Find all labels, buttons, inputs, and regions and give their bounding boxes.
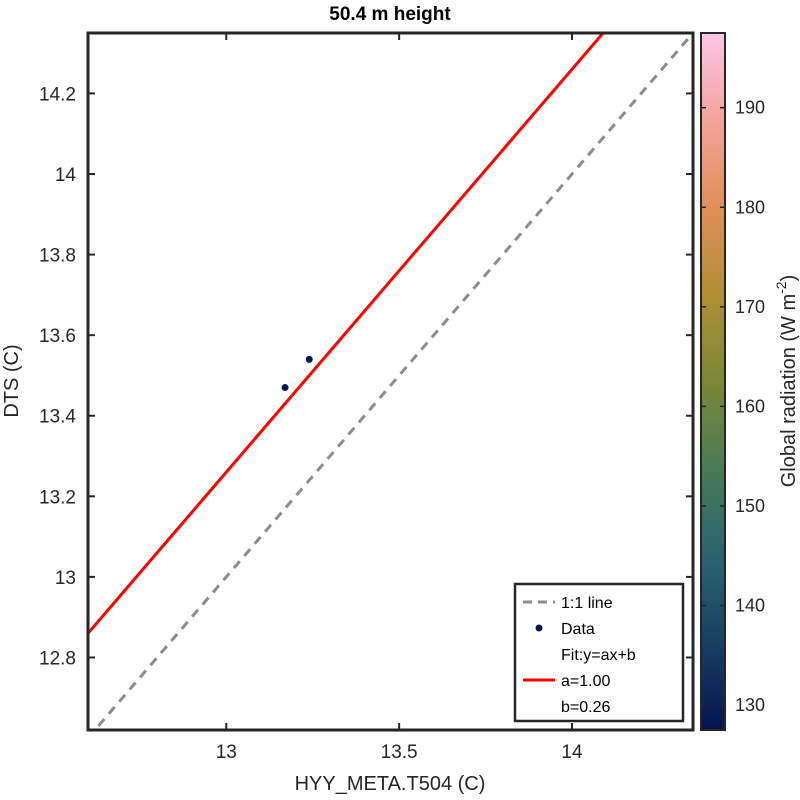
colorbar-tick-label-1: 140 — [735, 596, 765, 616]
data-point-1 — [305, 355, 313, 363]
x-tick-label-2: 14 — [561, 742, 583, 763]
y-tick-label-5: 13.8 — [39, 246, 76, 267]
colorbar-tick-label-6: 190 — [735, 98, 765, 118]
data-points — [281, 355, 313, 392]
y-axis-label: DTS (C) — [1, 344, 23, 417]
colorbar-tick-label-2: 150 — [735, 496, 765, 516]
colorbar-tick-label-4: 170 — [735, 297, 765, 317]
y-tick-label-3: 13.4 — [39, 407, 76, 428]
colorbar-tick-label-5: 180 — [735, 197, 765, 217]
legend: 1:1 line Data Fit:y=ax+b a=1.00 b=0.26 — [513, 582, 685, 723]
one-to-one-line — [92, 33, 693, 730]
fit-line — [88, 33, 606, 635]
legend-entry-4: b=0.26 — [561, 699, 610, 716]
colorbar-tick-label-0: 130 — [735, 695, 765, 715]
legend-entry-0: 1:1 line — [561, 595, 613, 612]
legend-box — [513, 582, 685, 723]
colorbar-axis: 130 140 150 160 170 180 190 — [701, 98, 765, 715]
y-tick-label-2: 13.2 — [39, 487, 76, 508]
y-tick-label-4: 13.6 — [39, 326, 76, 347]
y-tick-label-1: 13 — [55, 568, 76, 589]
y-axis: 12.8 13 13.2 13.4 13.6 13.8 14 14.2 — [39, 84, 693, 669]
y-tick-label-6: 14 — [55, 165, 77, 186]
chart-title: 50.4 m height — [329, 4, 451, 25]
legend-swatch-1 — [535, 624, 543, 632]
colorbar-label-close: ) — [778, 275, 800, 282]
y-tick-label-7: 14.2 — [39, 84, 76, 105]
colorbar-label-main: Global radiation (W m — [778, 294, 800, 487]
data-point-0 — [281, 384, 289, 392]
x-tick-label-0: 13 — [216, 742, 237, 763]
colorbar — [700, 32, 726, 731]
plot-frame — [86, 31, 695, 732]
colorbar-tick-label-3: 160 — [735, 396, 765, 416]
x-axis: 13 13.5 14 — [216, 33, 583, 763]
colorbar-label: Global radiation (W m-2) — [773, 275, 800, 488]
y-tick-label-0: 12.8 — [39, 648, 76, 669]
legend-entry-3: a=1.00 — [561, 673, 610, 690]
legend-entry-1: Data — [561, 621, 595, 638]
x-tick-label-1: 13.5 — [381, 742, 418, 763]
legend-entry-2: Fit:y=ax+b — [561, 647, 636, 664]
x-axis-label: HYY_META.T504 (C) — [295, 773, 486, 795]
colorbar-label-superscript: -2 — [773, 281, 789, 294]
